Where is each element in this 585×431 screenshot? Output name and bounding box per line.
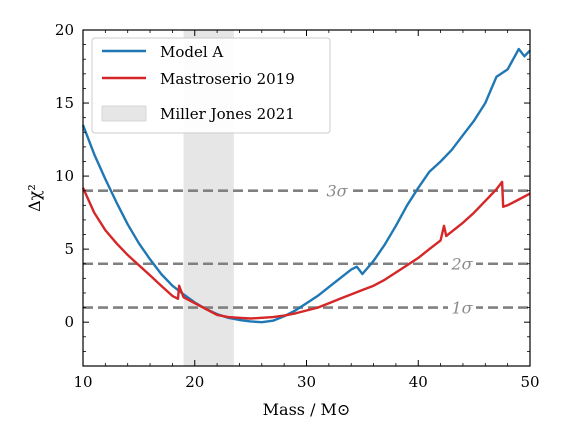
y-axis-label: Δχ² [25, 184, 44, 212]
x-tick-label: 10 [73, 373, 92, 391]
sigma-label: 1σ [451, 299, 473, 318]
sigma-label: 3σ [326, 182, 348, 201]
legend-label-miller-jones: Miller Jones 2021 [160, 105, 295, 123]
legend-label-model-a: Model A [160, 43, 223, 61]
x-tick-label: 30 [297, 373, 316, 391]
x-tick-label: 50 [520, 373, 539, 391]
x-axis-label: Mass / M⊙ [263, 400, 351, 419]
y-tick-label: 20 [55, 21, 74, 39]
legend-label-mastroserio: Mastroserio 2019 [160, 70, 295, 88]
y-tick-label: 0 [64, 313, 74, 331]
legend-swatch-miller-jones [102, 106, 146, 121]
y-tick-label: 10 [55, 167, 74, 185]
sigma-label: 2σ [450, 255, 473, 274]
y-tick-label: 5 [64, 240, 74, 258]
x-tick-label: 20 [185, 373, 204, 391]
reference-lines: 3σ 2σ 1σ [83, 182, 530, 318]
y-tick-label: 15 [55, 94, 74, 112]
legend: Model A Mastroserio 2019 Miller Jones 20… [92, 38, 330, 133]
x-tick-label: 40 [409, 373, 428, 391]
